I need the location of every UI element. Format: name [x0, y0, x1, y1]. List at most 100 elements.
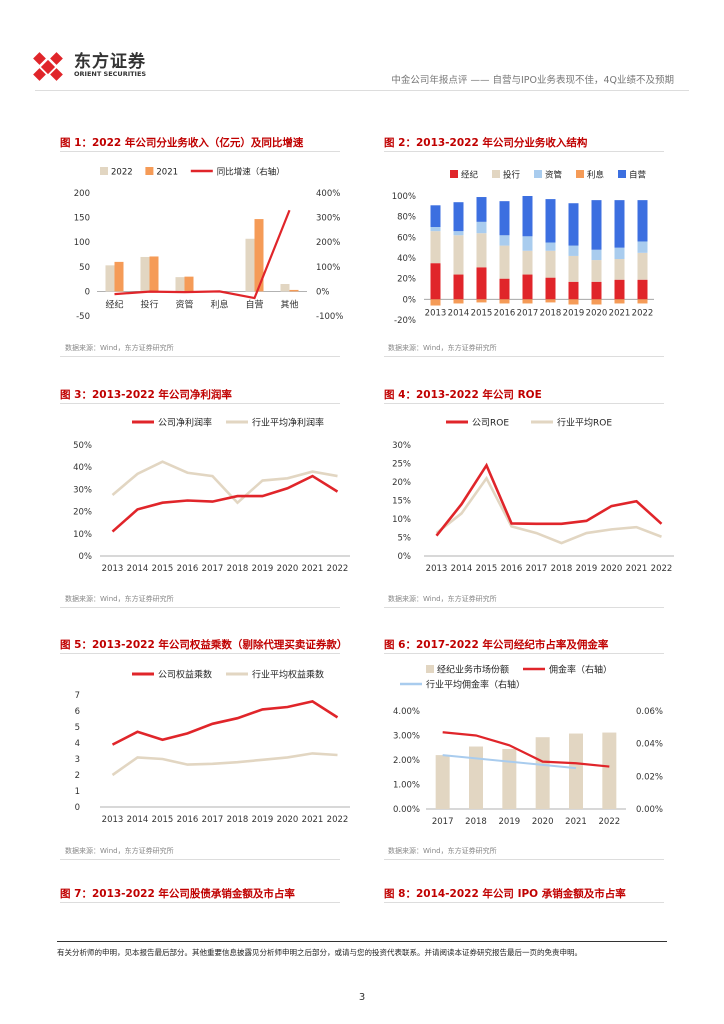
- x-tick-label-8: 2021: [302, 815, 324, 825]
- growth-line: [114, 209, 291, 300]
- bar-资管-2021: [614, 247, 625, 260]
- fig7-title: 图 7：2013-2022 年公司股债承销金额及市占率: [60, 888, 295, 900]
- bar-利息-2018: [545, 299, 556, 303]
- y-left-tick-5: -50: [76, 312, 90, 322]
- x-tick-label-0: 2017: [432, 817, 454, 827]
- fig1-title: 图 1：2022 年公司分业务收入（亿元）及同比增速: [60, 137, 304, 149]
- legend-label-2: 同比增速（右轴）: [217, 167, 285, 178]
- x-tick-label-2: 2015: [471, 308, 493, 318]
- fig3-source: 数据来源：Wind，东方证券研究所: [65, 595, 174, 603]
- bar-经纪-2019: [568, 281, 579, 300]
- x-tick-label-1: 2014: [451, 564, 473, 574]
- bar-2021-自营: [254, 219, 264, 292]
- y-right-tick-0: 400%: [316, 189, 340, 199]
- fig4-title-rule: [384, 403, 664, 404]
- y-left-tick-4: 0.00%: [393, 805, 420, 815]
- y-left-tick-0: 4.00%: [393, 707, 420, 717]
- fig6-bottom-rule: [384, 859, 664, 860]
- bar-利息-2019: [568, 299, 579, 305]
- y-right-tick-3: 0.00%: [636, 805, 663, 815]
- fig2-source: 数据来源：Wind，东方证券研究所: [388, 344, 497, 352]
- x-tick-label-5: 2018: [551, 564, 573, 574]
- bar-自营-2016: [499, 201, 510, 236]
- bar-投行-2022: [637, 252, 648, 280]
- y-left-tick-7: 0: [75, 803, 80, 813]
- fig6-title-rule: [384, 653, 664, 654]
- y-left-tick-4: 10%: [392, 515, 411, 525]
- bar-market-share-2017: [435, 755, 450, 809]
- x-tick-label-7: 2020: [277, 815, 299, 825]
- y-left-tick-5: 5%: [398, 534, 412, 544]
- fig8-title: 图 8：2014-2022 年公司 IPO 承销金额及市占率: [384, 888, 626, 900]
- logo-mark-icon: [33, 52, 63, 81]
- line-行业平均ROE: [435, 475, 662, 545]
- x-tick-label-4: 自营: [245, 298, 263, 310]
- bar-2022-经纪: [105, 265, 115, 292]
- y-right-tick-1: 0.04%: [636, 740, 663, 750]
- x-tick-label-9: 2022: [651, 564, 673, 574]
- bar-投行-2013: [430, 231, 441, 264]
- bar-经纪-2020: [591, 281, 602, 300]
- bar-利息-2017: [522, 299, 533, 304]
- y-left-tick-5: 2: [75, 771, 80, 781]
- disclaimer-text: 有关分析师的申明，见本报告最后部分。其他重要信息披露见分析师申明之后部分，或请与…: [57, 948, 582, 957]
- fig4-bottom-rule: [384, 607, 664, 608]
- x-tick-label-3: 2016: [177, 815, 199, 825]
- x-tick-label-4: 2017: [202, 564, 224, 574]
- legend-swatch-4: [618, 170, 626, 178]
- fig4-source: 数据来源：Wind，东方证券研究所: [388, 595, 497, 603]
- x-tick-label-8: 2021: [626, 564, 648, 574]
- bar-2022-其他: [280, 284, 290, 292]
- y-left-tick-0: 50%: [73, 441, 92, 451]
- bar-经纪-2013: [430, 263, 441, 300]
- fig2-bottom-rule: [384, 356, 664, 357]
- fig6-chart: 经纪业务市场份额 佣金率（右轴） 行业平均佣金率（右轴） 4.00% 3.00% 2.00…: [393, 664, 663, 828]
- x-tick-label-9: 2022: [327, 815, 349, 825]
- legend-label-1: 2021: [156, 168, 178, 178]
- x-tick-label-7: 2020: [601, 564, 623, 574]
- bar-自营-2013: [430, 205, 441, 227]
- bar-投行-2015: [476, 233, 487, 268]
- y-left-tick-0: 200: [74, 189, 90, 199]
- bar-利息-2015: [476, 299, 487, 303]
- y-left-tick-5: 0%: [403, 295, 417, 305]
- y-left-tick-1: 25%: [392, 460, 411, 470]
- fig5-bottom-rule: [60, 859, 340, 860]
- company-logo: 东方证券 ORIENT SECURITIES: [32, 47, 172, 83]
- bar-经纪-2015: [476, 267, 487, 300]
- y-left-tick-4: 20%: [397, 275, 416, 285]
- x-tick-label-3: 2016: [501, 564, 523, 574]
- fig1-title-rule: [60, 151, 340, 152]
- y-left-tick-3: 50: [79, 263, 90, 273]
- y-left-tick-1: 6: [75, 707, 80, 717]
- page-number: 3: [358, 992, 366, 1003]
- bar-利息-2016: [499, 299, 510, 304]
- fig2-title-rule: [384, 151, 664, 152]
- bar-利息-2020: [591, 299, 602, 305]
- fig3-title-rule: [60, 403, 340, 404]
- y-right-tick-5: -100%: [316, 312, 343, 322]
- y-left-tick-0: 7: [75, 691, 80, 701]
- bar-经纪-2018: [545, 277, 556, 300]
- y-left-tick-2: 30%: [73, 485, 92, 495]
- line-公司ROE: [435, 462, 663, 537]
- bar-经纪-2014: [453, 274, 464, 300]
- fig2-chart: 经纪 投行 资管 利息 自营 100% 80% 60% 40% 20% 0% -20% 2013 2014…: [392, 170, 654, 326]
- bar-利息-2013: [430, 299, 441, 306]
- bar-自营-2019: [568, 203, 579, 246]
- report-subtitle: 中金公司年报点评 —— 自营与IPO业务表现不佳，4Q业绩不及预期: [391, 75, 674, 86]
- legend-swatch-1: [492, 170, 500, 178]
- bar-market-share-2022: [602, 732, 617, 809]
- y-left-tick-1: 80%: [397, 213, 416, 223]
- bar-投行-2017: [522, 250, 533, 275]
- bar-经纪-2016: [499, 278, 510, 300]
- y-left-tick-2: 60%: [397, 233, 416, 243]
- x-tick-label-4: 2017: [517, 308, 539, 318]
- fig3-bottom-rule: [60, 607, 340, 608]
- fig5-title: 图 5：2013-2022 年公司权益乘数（剔除代理买卖证券款）: [60, 639, 348, 651]
- x-tick-label-1: 2014: [127, 815, 149, 825]
- x-tick-label-1: 2018: [465, 817, 487, 827]
- bar-2021-资管: [184, 276, 194, 292]
- bar-投行-2014: [453, 235, 464, 275]
